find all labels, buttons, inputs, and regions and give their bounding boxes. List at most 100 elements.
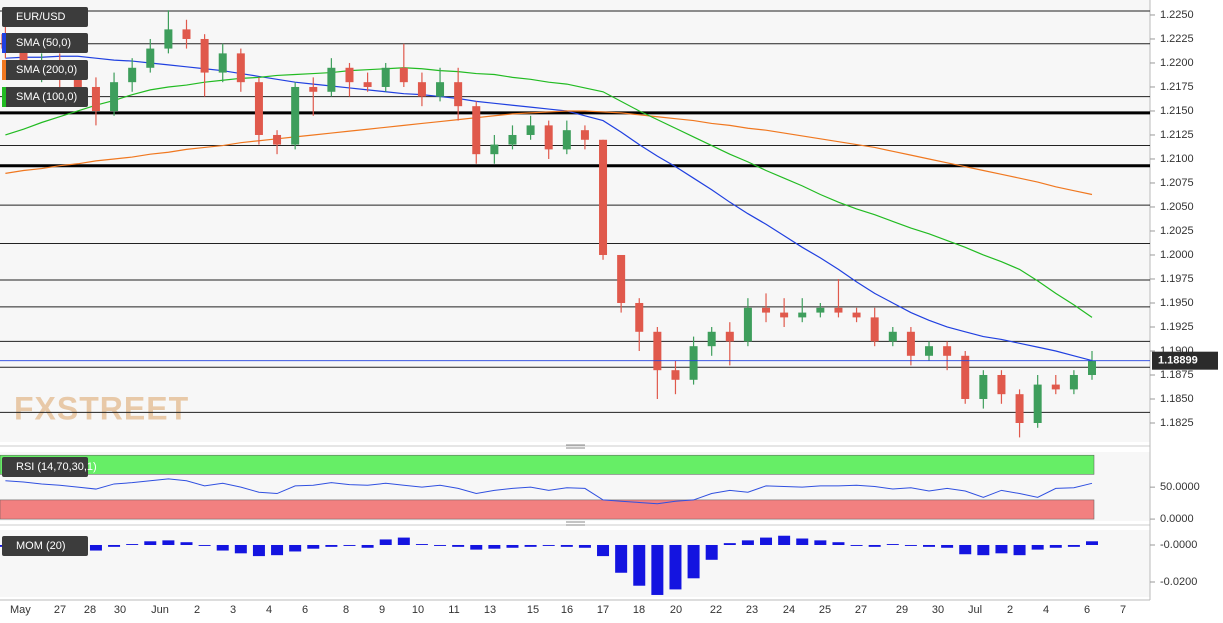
candle-body	[870, 317, 879, 342]
x-tick-label: 2	[1007, 604, 1013, 616]
y-tick-label: 1.2025	[1160, 225, 1194, 237]
candle-body	[110, 82, 119, 111]
y-tick-label: 1.1825	[1160, 417, 1194, 429]
mom-bar	[126, 544, 139, 545]
x-tick-label: 6	[302, 604, 308, 616]
candle-body	[1033, 384, 1042, 423]
candle-body	[309, 86, 318, 92]
candle-body	[291, 86, 300, 145]
x-tick-label: 2	[194, 604, 200, 616]
candle-body	[327, 67, 336, 92]
x-tick-label: May	[10, 604, 31, 616]
x-tick-label: 15	[527, 604, 539, 616]
x-tick-label: 10	[412, 604, 424, 616]
y-tick-label: -0.0000	[1160, 539, 1197, 551]
x-tick-label: 9	[379, 604, 385, 616]
x-tick-label: 16	[561, 604, 573, 616]
mom-bar	[234, 544, 247, 554]
mom-bar	[651, 544, 664, 595]
x-tick-label: 8	[343, 604, 349, 616]
mom-bar	[1013, 544, 1026, 556]
mom-bar	[361, 544, 374, 548]
legend-box	[2, 536, 88, 556]
candle-body	[671, 370, 680, 380]
mom-bar	[1049, 544, 1062, 548]
mom-bar	[977, 544, 990, 556]
mom-bar	[379, 539, 392, 545]
legend-swatch	[2, 87, 6, 107]
candle-body	[363, 82, 372, 87]
x-tick-label: Jul	[968, 604, 982, 616]
resize-handle[interactable]	[566, 444, 585, 526]
x-tick-label: 27	[855, 604, 867, 616]
candle-body	[128, 67, 137, 83]
candle-body	[961, 355, 970, 399]
y-tick-label: 1.2050	[1160, 201, 1194, 213]
sma-line	[5, 55, 1093, 362]
candle-body	[943, 346, 952, 356]
mom-bar	[741, 540, 754, 545]
candle-body	[997, 374, 1006, 395]
candle-body	[417, 82, 426, 97]
legend-swatch	[2, 33, 6, 53]
x-tick-label: 7	[1120, 604, 1126, 616]
mom-bar	[488, 544, 501, 549]
watermark: FXSTREET	[14, 390, 189, 426]
mom-bar	[560, 544, 573, 547]
x-tick-label: 29	[896, 604, 908, 616]
candle-body	[526, 125, 535, 135]
candle-body	[164, 29, 173, 49]
candle-body	[236, 53, 245, 83]
mom-bar	[850, 544, 863, 546]
candle-body	[925, 346, 934, 356]
x-tick-label: 11	[448, 604, 459, 616]
mom-bar	[615, 544, 628, 573]
mom-bar	[162, 540, 175, 545]
x-tick-label: 4	[1043, 604, 1049, 616]
y-tick-label: 1.1850	[1160, 393, 1194, 405]
mom-bar	[886, 544, 899, 545]
mom-bar	[705, 544, 718, 560]
legend-item: EUR/USD	[2, 7, 88, 27]
legend-label: SMA (100,0)	[16, 91, 77, 103]
mom-bar	[1086, 541, 1098, 545]
y-tick-label: 1.1925	[1160, 321, 1194, 333]
mom-bar	[959, 544, 972, 555]
mom-bar	[470, 544, 483, 550]
candle-body	[19, 48, 28, 68]
x-tick-label: 20	[670, 604, 682, 616]
x-tick-label: 30	[114, 604, 126, 616]
mom-panel	[0, 530, 1150, 597]
legend-label: MOM (20)	[16, 540, 66, 552]
mom-bar	[252, 544, 265, 557]
mom-bar	[1031, 544, 1044, 550]
mom-bar	[108, 544, 121, 547]
legend-item: SMA (200,0)	[2, 60, 88, 80]
candle-body	[490, 144, 499, 155]
main-panel	[0, 0, 1150, 442]
last-price-label: 1.18899	[1158, 355, 1198, 367]
mom-bar	[597, 544, 610, 557]
y-tick-label: 1.2225	[1160, 33, 1194, 45]
y-tick-label: 1.2075	[1160, 177, 1194, 189]
y-tick-label: 50.0000	[1160, 481, 1200, 493]
candle-body	[472, 106, 481, 155]
x-tick-label: 18	[633, 604, 645, 616]
mom-bar	[415, 544, 428, 545]
y-tick-label: 1.2000	[1160, 249, 1194, 261]
x-tick-label: 25	[819, 604, 831, 616]
mom-bar	[180, 542, 193, 545]
mom-bar	[1067, 544, 1080, 547]
candle-body	[888, 331, 897, 342]
x-tick-label: 13	[484, 604, 496, 616]
candle-body	[834, 307, 843, 313]
legend-item: SMA (50,0)	[2, 33, 88, 53]
mom-bar	[814, 540, 827, 545]
legend-item: RSI (14,70,30,1)	[2, 457, 97, 477]
candle-body	[1069, 374, 1078, 390]
candle-body	[725, 331, 734, 342]
candle-body	[345, 67, 354, 83]
x-tick-label: Jun	[151, 604, 169, 616]
x-tick-label: 27	[54, 604, 66, 616]
